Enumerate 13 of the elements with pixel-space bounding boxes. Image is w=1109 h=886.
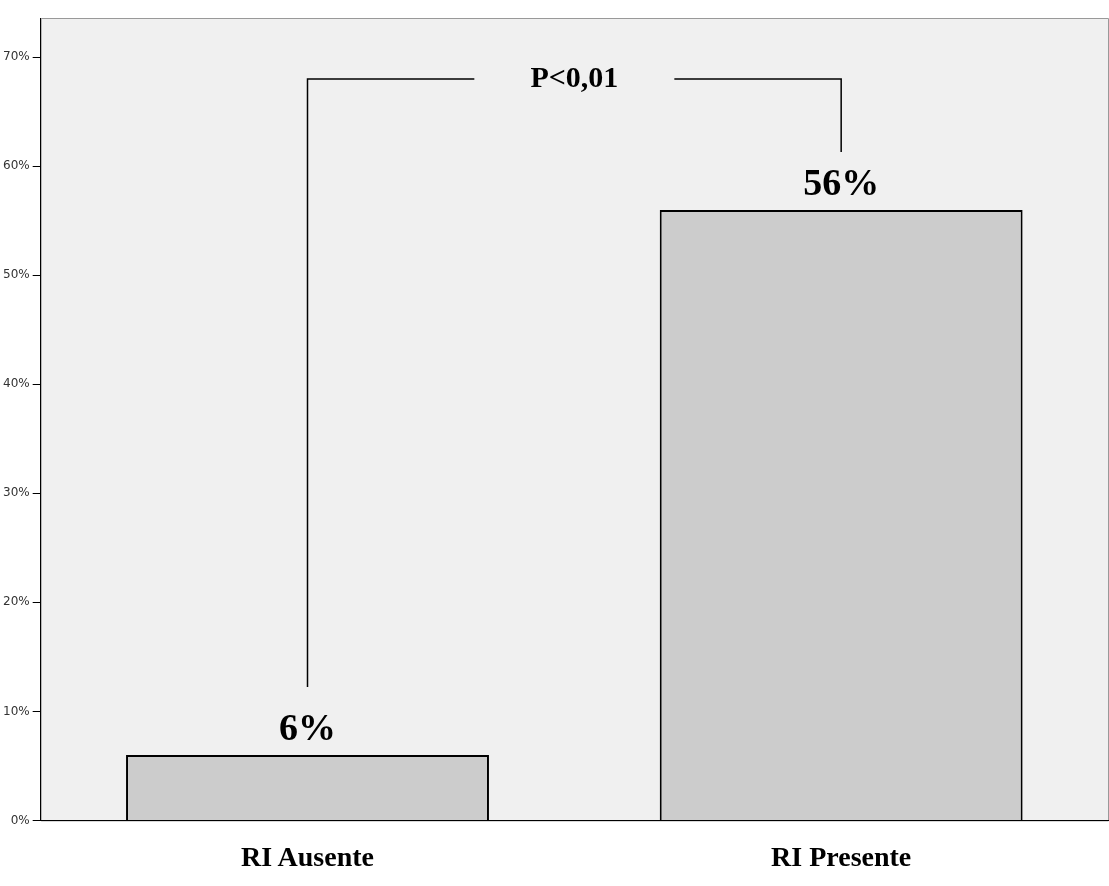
y-tick-label: 50% [3, 267, 30, 282]
x-tick-label: RI Ausente [241, 841, 375, 873]
annotation: P<0,01 [530, 59, 619, 93]
y-tick-label: 20% [3, 594, 30, 609]
y-tick-label: 10% [3, 703, 30, 718]
y-tick-label: 30% [3, 485, 30, 500]
data-label: 6% [279, 705, 336, 748]
data-label: 56% [803, 160, 880, 203]
y-tick-label: 70% [3, 49, 30, 64]
y-tick-label: 40% [3, 376, 30, 391]
y-tick-label: 60% [3, 158, 30, 173]
x-tick-label: RI Presente [771, 841, 912, 873]
y-tick-label: 0% [10, 812, 30, 827]
